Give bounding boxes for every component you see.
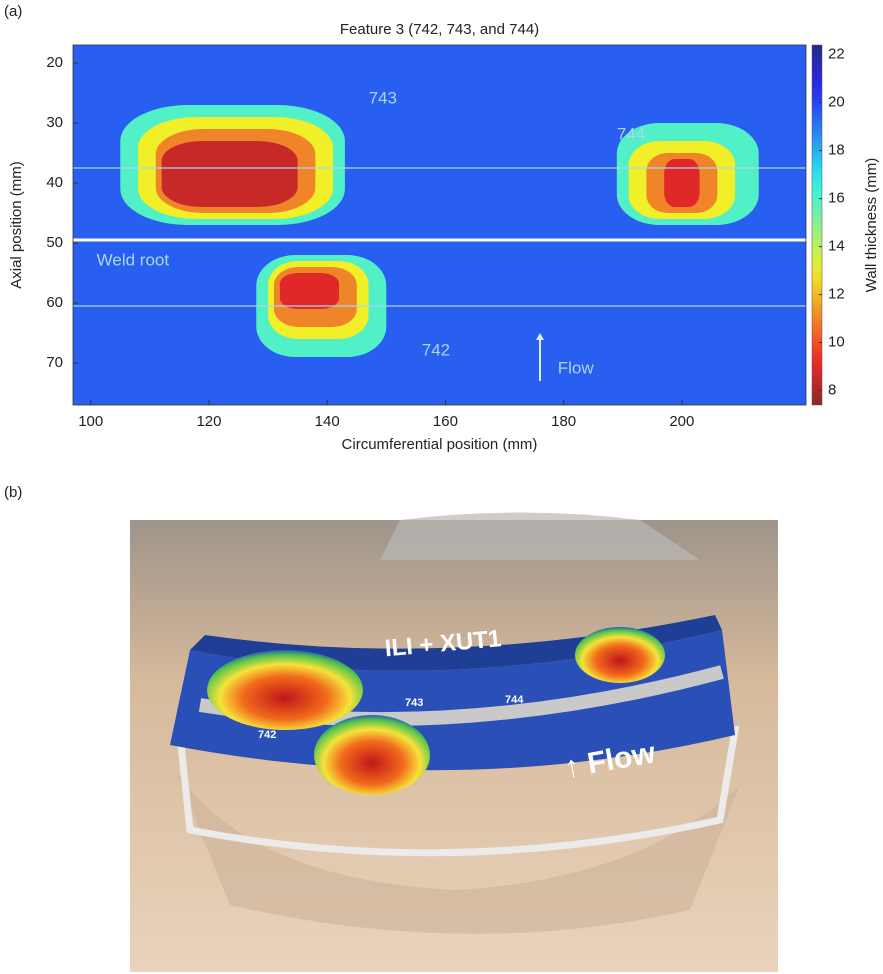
- photo-label: 742: [258, 729, 276, 741]
- panel-label: (b): [4, 484, 22, 501]
- x-tick-label: 200: [669, 413, 694, 430]
- x-tick-label: 120: [196, 413, 221, 430]
- colorbar-tick-label: 16: [828, 190, 845, 207]
- colorbar-tick-label: 10: [828, 334, 845, 351]
- colorbar-tick-label: 18: [828, 142, 845, 159]
- x-tick-label: 180: [551, 413, 576, 430]
- heatmap-region: [162, 141, 298, 207]
- colorbar-tick-label: 14: [828, 238, 845, 255]
- colorbar-tick-label: 8: [828, 382, 836, 399]
- figure-canvas: (a) (b) ILI + XUT1 743 744 742 ↑ Flow 74…: [0, 0, 883, 974]
- heatmap-region: [664, 159, 699, 207]
- annotation: 742: [422, 340, 450, 359]
- annotation: 744: [617, 124, 645, 143]
- x-tick-label: 100: [78, 413, 103, 430]
- photo: ILI + XUT1 743 744 742 ↑ Flow: [130, 513, 778, 973]
- photo-label: 743: [405, 697, 423, 709]
- x-tick-label: 140: [315, 413, 340, 430]
- photo-defect: [314, 715, 430, 795]
- photo-defect: [575, 627, 665, 683]
- colorbar-tick-label: 12: [828, 286, 845, 303]
- x-tick-label: 160: [433, 413, 458, 430]
- y-tick-label: 60: [46, 294, 63, 311]
- colorbar-tick-label: 20: [828, 94, 845, 111]
- photo-defect: [207, 650, 363, 730]
- annotation: Weld root: [97, 250, 170, 269]
- colorbar-tick-label: 22: [828, 46, 845, 63]
- plot: 743 744 742 Weld root Flow: [73, 45, 806, 405]
- y-tick-label: 50: [46, 234, 63, 251]
- photo-label: 744: [505, 694, 524, 706]
- figure: (a) (b) ILI + XUT1 743 744 742 ↑ Flow 74…: [0, 0, 883, 974]
- annotation: Flow: [558, 358, 595, 377]
- y-tick-label: 70: [46, 354, 63, 371]
- y-tick-label: 20: [46, 54, 63, 71]
- photo-object: [380, 513, 700, 561]
- colorbar-label: Wall thickness (mm): [863, 158, 880, 292]
- y-axis-label: Axial position (mm): [8, 161, 25, 289]
- heatmap-region: [280, 273, 339, 309]
- panel-label: (a): [4, 3, 22, 20]
- chart-title: Feature 3 (742, 743, and 744): [340, 21, 539, 38]
- annotation: 743: [369, 88, 397, 107]
- y-tick-label: 40: [46, 174, 63, 191]
- y-tick-label: 30: [46, 114, 63, 131]
- colorbar: [812, 45, 822, 405]
- x-axis-label: Circumferential position (mm): [342, 436, 538, 453]
